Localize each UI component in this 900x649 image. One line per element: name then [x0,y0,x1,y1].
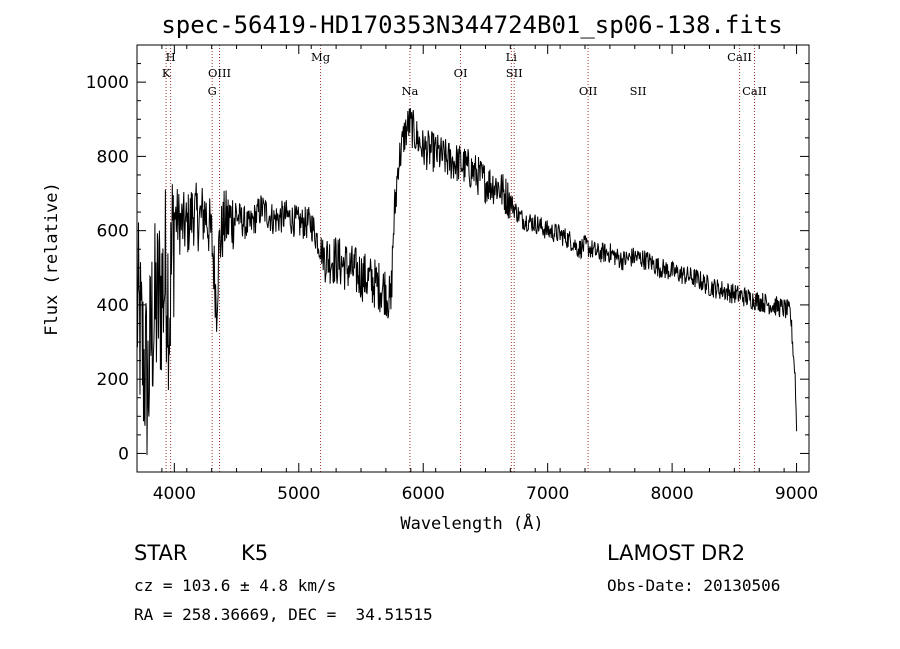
x-tick-label: 8000 [650,484,693,504]
spectrum-line [136,107,798,456]
y-tick-label: 800 [97,147,129,167]
y-axis-ticks: 0 200 400 600 800 1000 [86,44,809,473]
redshift-cz: cz = 103.6 ± 4.8 km/s [134,576,337,595]
x-tick-label: 7000 [526,484,569,504]
chart-title: spec-56419-HD170353N344724B01_sp06-138.f… [161,11,782,39]
y-tick-label: 1000 [86,73,129,93]
survey-name: LAMOST DR2 [607,541,746,565]
spectral-line-label: Li [506,50,518,64]
spectral-line-label: OII [579,84,598,98]
spectral-line-label: CaII [742,84,767,98]
y-tick-label: 200 [97,370,129,390]
coordinates: RA = 258.36669, DEC = 34.51515 [134,605,433,624]
y-axis-label: Flux (relative) [42,182,62,336]
plot-frame [136,44,810,473]
spectral-line-label: CaII [727,50,752,64]
spectral-line-markers [165,45,755,472]
spectral-line-label: K [162,66,171,80]
spectral-line-labels: HK OIII G Mg Na OI Li SII OII SII CaII CaII [162,50,767,98]
spectral-line-label: OIII [208,66,231,80]
observation-date: Obs-Date: 20130506 [607,576,781,595]
spectral-line-label: G [208,84,217,98]
spectral-line-label: H [166,50,176,64]
object-subclass: K5 [241,541,269,565]
spectral-line-label: OI [454,66,468,80]
x-tick-label: 9000 [775,484,818,504]
spectral-line-label: Mg [311,50,331,64]
spectral-line-label: Na [401,84,418,98]
spectral-line-label: SII [630,84,647,98]
y-tick-label: 0 [118,444,129,464]
y-tick-label: 600 [97,222,129,242]
x-axis-ticks: 4000 5000 6000 7000 8000 9000 [136,45,818,504]
spectral-line-label: SII [506,66,523,80]
x-tick-label: 5000 [277,484,320,504]
y-tick-label: 400 [97,296,129,316]
object-class: STAR [134,541,188,565]
x-tick-label: 4000 [153,484,196,504]
x-tick-label: 6000 [402,484,445,504]
x-axis-label: Wavelength (Å) [400,512,543,534]
